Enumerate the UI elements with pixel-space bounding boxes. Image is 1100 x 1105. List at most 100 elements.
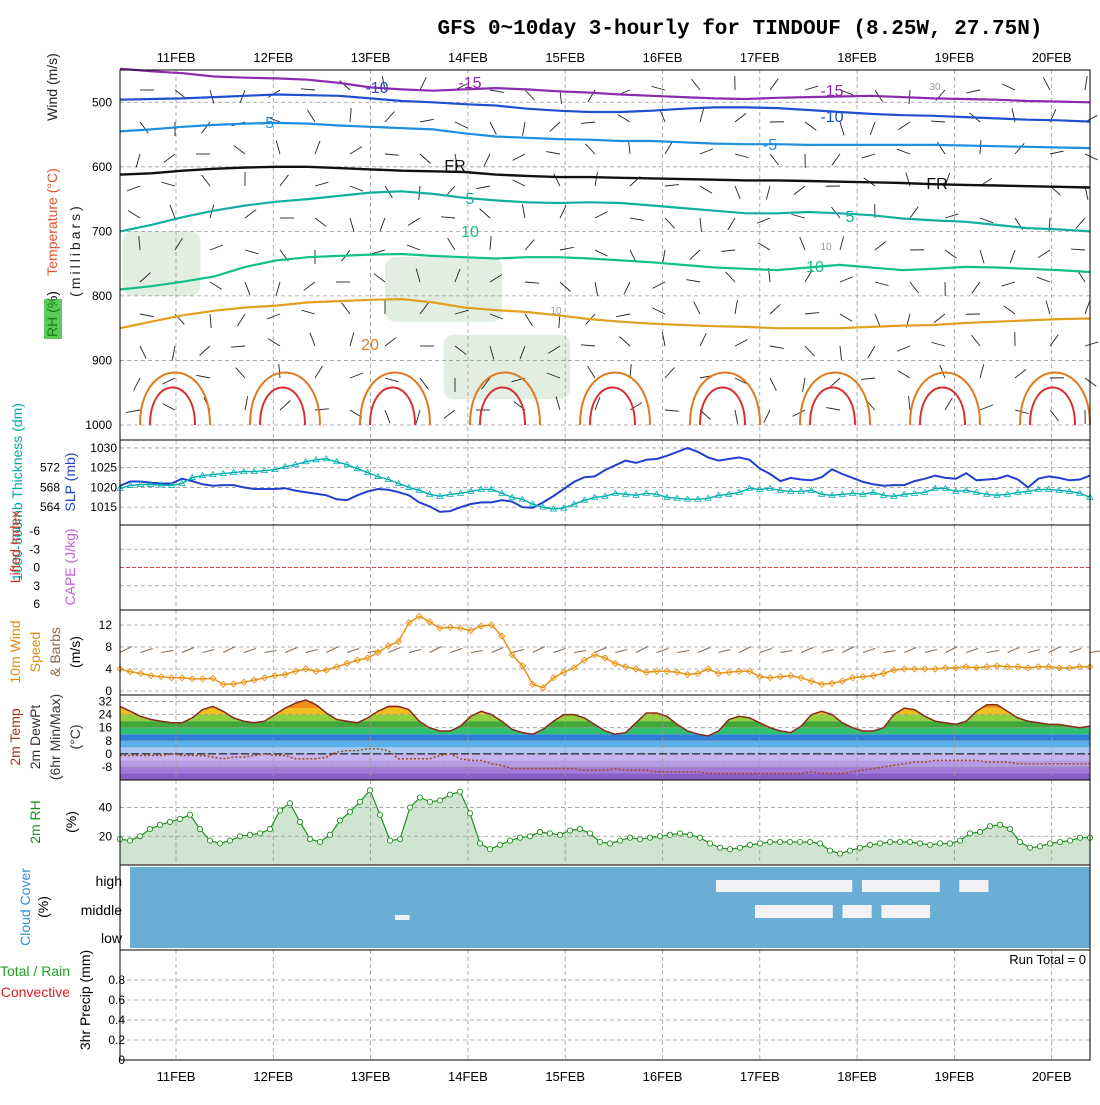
- stability-tick-label: 6: [33, 597, 40, 611]
- wind10-barb: [512, 650, 524, 653]
- rh-shading: [122, 231, 200, 296]
- slp-tick-label: 1030: [90, 441, 117, 455]
- stability-tick-label: 3: [33, 579, 40, 593]
- wind10-barb: [863, 649, 875, 653]
- cloud-background: [130, 867, 1090, 948]
- cloud-ylabel-group: Cloud Cover: [17, 868, 33, 946]
- rh-marker: [1037, 844, 1042, 849]
- rh-marker: [607, 841, 612, 846]
- rh-marker: [857, 845, 862, 850]
- rh-marker: [697, 835, 702, 840]
- rh-marker: [1057, 839, 1062, 844]
- rh-marker: [227, 838, 232, 843]
- wind10-ylabel-group3: & Barbs: [47, 627, 63, 677]
- upper-air-ylabel-1: Wind (m/s)Temperature (°C)RH (%): [44, 53, 62, 339]
- contour-label: -15: [820, 83, 843, 100]
- contour-label: 10: [820, 242, 832, 253]
- x-tick-label-bottom: 14FEB: [448, 1069, 488, 1084]
- slp-tick-label: 1020: [90, 480, 117, 494]
- x-tick-label-top: 15FEB: [545, 50, 585, 65]
- rh-marker: [177, 816, 182, 821]
- wind10-barb: [388, 648, 400, 653]
- temp-tick-label: 8: [105, 734, 112, 748]
- wind10-barb: [842, 647, 854, 653]
- stability-tick-label: -3: [29, 542, 40, 556]
- rh-marker: [1027, 845, 1032, 850]
- precip-tick-label: 0.2: [108, 1033, 125, 1047]
- rh-marker: [307, 837, 312, 842]
- x-tick-label-bottom: 13FEB: [351, 1069, 391, 1084]
- stability-ylabel-group: Lifted Index: [7, 511, 23, 583]
- rh-marker: [467, 811, 472, 816]
- rh-marker: [577, 826, 582, 831]
- cape-ylabel-group: CAPE (J/kg): [62, 528, 78, 605]
- y-tick-label: 700: [92, 224, 112, 238]
- wind10-barb: [553, 649, 565, 653]
- wind10-barb: [471, 651, 483, 653]
- contour-label: 10: [806, 259, 824, 276]
- contour-label: 5: [846, 209, 855, 226]
- rh-marker: [1047, 841, 1052, 846]
- rh-marker: [427, 799, 432, 804]
- millibars-label: (millibars): [67, 203, 83, 297]
- x-tick-label-top: 11FEB: [157, 50, 196, 65]
- contour-label: -10: [365, 80, 388, 97]
- rh-marker: [447, 792, 452, 797]
- rh-marker: [237, 834, 242, 839]
- rh-marker: [487, 847, 492, 852]
- cape-label: CAPE (J/kg): [62, 528, 78, 605]
- rh-marker: [967, 831, 972, 836]
- wind10-barb: [203, 650, 215, 653]
- slp-label: SLP (mb): [62, 453, 78, 512]
- wind10-barb: [925, 650, 937, 653]
- x-tick-label-bottom: 19FEB: [935, 1069, 975, 1084]
- x-tick-label-top: 18FEB: [837, 50, 877, 65]
- rh-marker: [957, 838, 962, 843]
- rh-marker: [517, 835, 522, 840]
- rh-marker: [1007, 826, 1012, 831]
- rh-marker: [327, 832, 332, 837]
- wind10-ylabel-group2: Speed: [27, 632, 43, 672]
- wind10-units-label: (m/s): [67, 636, 83, 668]
- rh-marker: [687, 832, 692, 837]
- contour-label: FR: [926, 176, 947, 193]
- rh-marker: [767, 839, 772, 844]
- lifted-index-label: Lifted Index: [7, 511, 23, 583]
- rh-marker: [837, 851, 842, 856]
- contour-label: -5: [260, 115, 274, 132]
- cloud-level-low: low: [101, 930, 123, 946]
- rh-marker: [377, 812, 382, 817]
- rh2m-label: 2m RH: [27, 800, 43, 844]
- wind10-barb: [491, 648, 503, 653]
- wind10-barb: [326, 647, 338, 653]
- rh-shading: [444, 335, 570, 400]
- rh-marker: [537, 829, 542, 834]
- rh-marker: [347, 809, 352, 814]
- rh-marker: [477, 841, 482, 846]
- wind10-barb: [595, 648, 607, 653]
- precip-tick-label: 0.4: [108, 1013, 125, 1027]
- x-tick-label-top: 20FEB: [1032, 50, 1072, 65]
- wind10-barb: [285, 648, 297, 653]
- rh-marker: [637, 837, 642, 842]
- rh-ylabel-group: 2m RH: [27, 800, 43, 844]
- cloud-ylabel-group2: (%): [35, 896, 51, 918]
- wind10-barb: [120, 647, 132, 653]
- precip-tick-label: 0: [118, 1053, 125, 1067]
- rh-tick-label: 20: [99, 829, 113, 843]
- rh-marker: [137, 834, 142, 839]
- rh-marker: [1077, 835, 1082, 840]
- rh-marker: [277, 808, 282, 813]
- temp-tick-label: 16: [99, 721, 113, 735]
- rh-marker: [927, 842, 932, 847]
- wind10-barb: [760, 649, 772, 653]
- rh-marker: [877, 841, 882, 846]
- cloud-level-middle: middle: [81, 902, 122, 918]
- temp-tick-label: 24: [99, 708, 113, 722]
- temp-band: [120, 741, 1090, 748]
- x-tick-label-bottom: 20FEB: [1032, 1069, 1072, 1084]
- temp-ylabel-group: 2m Temp: [7, 708, 23, 766]
- rh-marker: [437, 798, 442, 803]
- contour-label: -15: [458, 75, 481, 92]
